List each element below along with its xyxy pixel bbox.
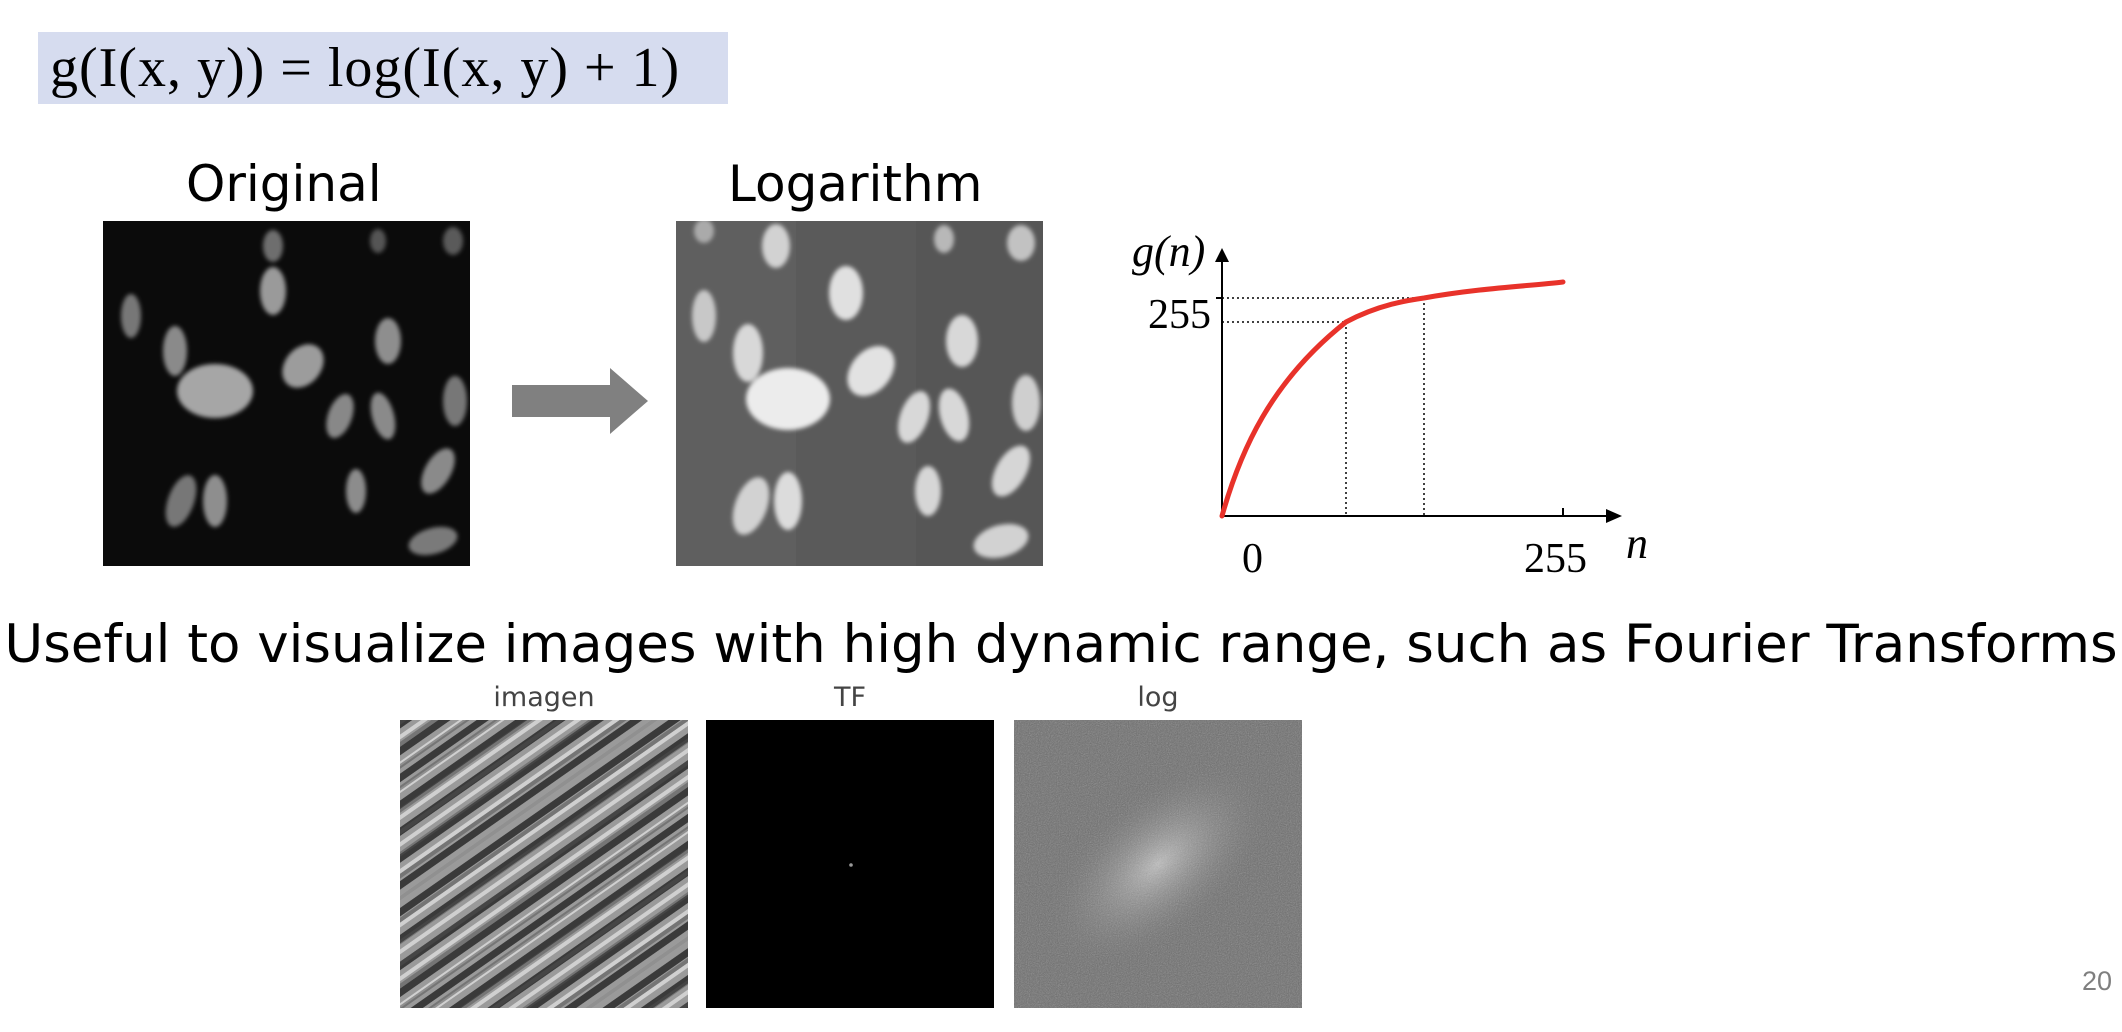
y-axis-arrowhead xyxy=(1215,248,1229,262)
thumbnail-label-imagen: imagen xyxy=(493,682,595,713)
logarithm-image xyxy=(676,221,1043,566)
formula-text: g(I(x, y)) = log(I(x, y) + 1) xyxy=(50,37,681,99)
thumbnail-log xyxy=(1014,720,1302,1008)
log-function-graph: g(n) 255 0 255 n xyxy=(1120,227,1680,597)
logarithm-caption: Logarithm xyxy=(728,155,983,213)
transform-arrow-icon xyxy=(512,368,648,439)
x-tick-start-label: 0 xyxy=(1242,536,1263,582)
thumbnail-imagen xyxy=(400,720,688,1008)
x-axis-arrowhead xyxy=(1606,509,1622,523)
original-caption: Original xyxy=(186,155,382,213)
log-curve xyxy=(1219,279,1566,519)
y-axis-label: g(n) xyxy=(1132,232,1205,276)
thumbnail-label-log: log xyxy=(1137,682,1179,713)
page-number: 20 xyxy=(2081,966,2112,996)
original-image xyxy=(103,221,470,566)
thumbnail-tf xyxy=(706,720,994,1008)
formula-box: g(I(x, y)) = log(I(x, y) + 1) xyxy=(38,32,728,104)
thumbnail-label-tf: TF xyxy=(833,682,867,713)
y-tick-label: 255 xyxy=(1148,292,1211,338)
x-tick-end-label: 255 xyxy=(1524,536,1587,582)
subtitle: Useful to visualize images with high dyn… xyxy=(4,614,2118,675)
x-axis-label: n xyxy=(1626,519,1648,568)
